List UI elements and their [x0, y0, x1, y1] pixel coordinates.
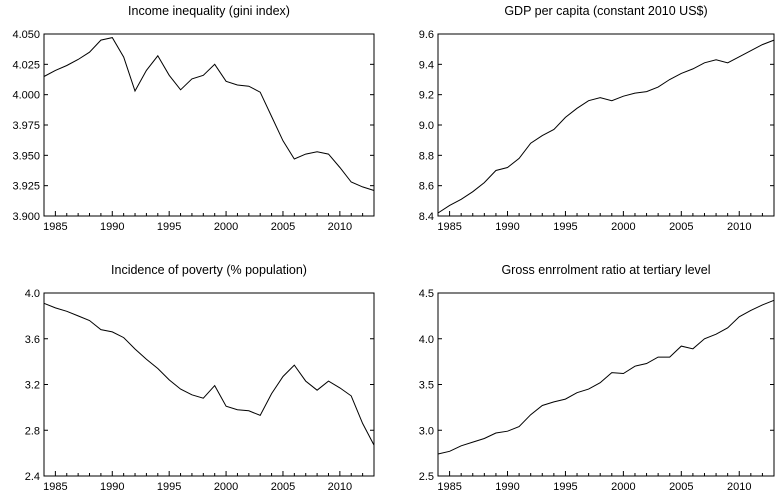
y-tick-label: 3.950 [12, 150, 40, 162]
x-tick-label: 1985 [437, 481, 461, 493]
x-tick-label: 1985 [437, 221, 461, 233]
x-tick-label: 2010 [328, 221, 352, 233]
y-tick-label: 3.5 [419, 380, 434, 392]
x-tick-label: 2005 [271, 221, 295, 233]
y-tick-label: 4.5 [419, 288, 434, 300]
x-tick-label: 2005 [271, 481, 295, 493]
chart-title: GDP per capita (constant 2010 US$) [504, 4, 707, 18]
y-tick-label: 4.0 [25, 288, 40, 300]
x-tick-label: 2005 [669, 481, 693, 493]
chart-title: Incidence of poverty (% population) [111, 263, 307, 277]
x-tick-label: 2010 [328, 481, 352, 493]
y-tick-label: 4.050 [12, 29, 40, 41]
x-tick-label: 1985 [43, 221, 67, 233]
y-tick-label: 8.6 [419, 181, 434, 193]
series-line [437, 299, 775, 455]
x-tick-label: 1995 [157, 481, 181, 493]
y-tick-label: 2.5 [419, 471, 434, 483]
y-tick-label: 9.4 [419, 59, 434, 71]
series-line [437, 39, 775, 214]
x-tick-label: 1995 [553, 481, 577, 493]
x-tick-label: 2005 [669, 221, 693, 233]
y-tick-label: 8.8 [419, 150, 434, 162]
y-tick-label: 4.025 [12, 59, 40, 71]
series-line [43, 37, 375, 191]
chart-title: Gross enrrolment ratio at tertiary level [501, 263, 710, 277]
y-tick-label: 2.4 [25, 471, 40, 483]
x-tick-label: 1995 [553, 221, 577, 233]
y-tick-label: 4.0 [419, 334, 434, 346]
y-tick-label: 3.0 [419, 425, 434, 437]
x-tick-label: 2000 [214, 221, 238, 233]
chart-panel-tertiary-enrolment: Gross enrrolment ratio at tertiary level… [419, 263, 775, 493]
x-tick-label: 2010 [727, 221, 751, 233]
chart-panel-income-inequality: Income inequality (gini index) 3.900 3.92… [12, 4, 375, 233]
y-tick-label: 3.900 [12, 211, 40, 223]
x-tick-label: 2000 [611, 481, 635, 493]
y-tick-label: 9.0 [419, 120, 434, 132]
x-tick-label: 1990 [495, 221, 519, 233]
x-tick-label: 1985 [43, 481, 67, 493]
series-line [43, 302, 375, 446]
plot-frame [437, 292, 775, 477]
x-tick-label: 2000 [611, 221, 635, 233]
x-tick-label: 1990 [100, 481, 124, 493]
y-tick-label: 9.6 [419, 29, 434, 41]
y-tick-label: 3.925 [12, 181, 40, 193]
x-tick-label: 1990 [495, 481, 519, 493]
y-tick-label: 8.4 [419, 211, 434, 223]
y-tick-label: 3.6 [25, 334, 40, 346]
chart-panel-gdp-per-capita: GDP per capita (constant 2010 US$) 8.4 8.… [419, 4, 775, 233]
chart-title: Income inequality (gini index) [128, 4, 290, 18]
chart-panel-poverty: Incidence of poverty (% population) 2.4 2… [25, 263, 375, 493]
x-tick-label: 2010 [727, 481, 751, 493]
x-tick-label: 1995 [157, 221, 181, 233]
x-tick-label: 2000 [214, 481, 238, 493]
plot-frame [43, 33, 375, 217]
y-tick-label: 9.2 [419, 90, 434, 102]
y-tick-label: 3.2 [25, 380, 40, 392]
x-tick-label: 1990 [100, 221, 124, 233]
y-tick-label: 3.975 [12, 120, 40, 132]
y-tick-label: 2.8 [25, 425, 40, 437]
y-tick-label: 4.000 [12, 90, 40, 102]
